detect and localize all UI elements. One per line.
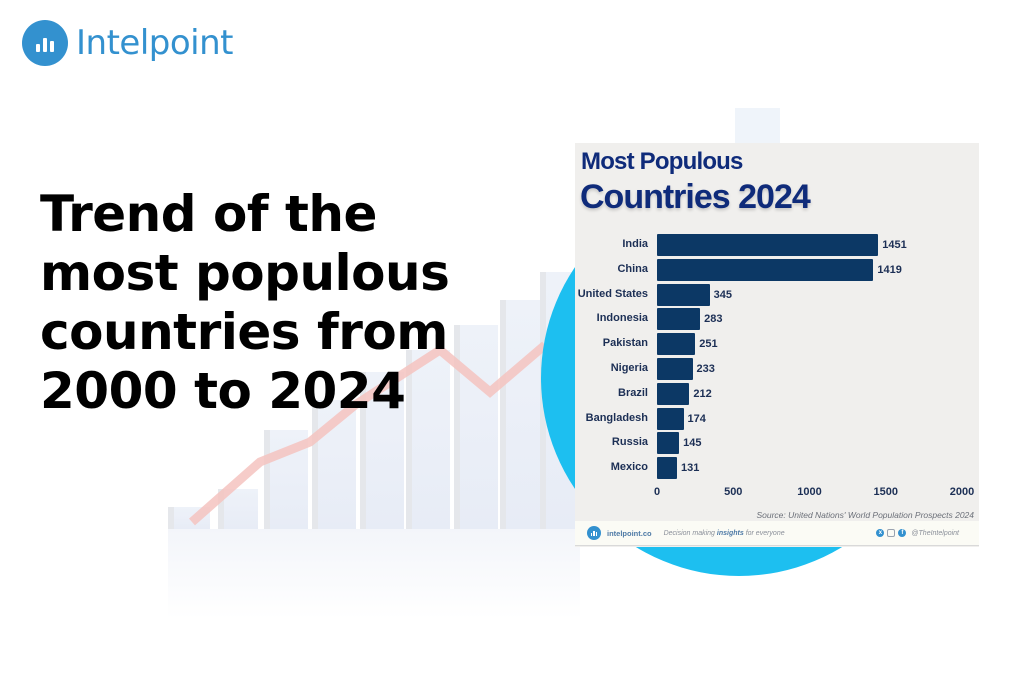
bar-row: United States 345	[575, 283, 979, 306]
footer-site-link[interactable]: intelpoint.co	[607, 528, 652, 538]
bar-category-label: India	[622, 238, 648, 250]
bar	[657, 258, 874, 281]
bar-value-label: 251	[699, 338, 718, 351]
bar	[657, 308, 701, 331]
bar-value-label: 283	[704, 313, 723, 326]
title-line: most populous	[40, 244, 450, 302]
intelpoint-small-logo-icon	[587, 526, 601, 540]
bar-row: Indonesia 283	[575, 308, 979, 331]
bar-row: Russia 145	[575, 432, 979, 455]
bar-category-label: Pakistan	[602, 337, 648, 350]
bar-value-label: 212	[693, 387, 712, 400]
bar-value-label: 345	[713, 288, 732, 301]
bar-row: Nigeria 233	[575, 358, 979, 380]
footer-tagline: Decision making insights for everyone	[664, 530, 785, 537]
bar-category-label: Mexico	[610, 461, 648, 474]
chart-title-line2: Countries 2024	[580, 178, 811, 216]
bar	[657, 457, 677, 480]
bar	[657, 234, 879, 256]
tagline-post: for everyone	[743, 529, 785, 537]
bar	[657, 407, 684, 430]
x-tick-label: 2000	[949, 486, 975, 498]
bar-row: Bangladesh 174	[575, 407, 979, 430]
bar-row: India 1451	[575, 234, 979, 256]
bar-row: China 1419	[575, 258, 979, 281]
bar-value-label: 174	[687, 412, 706, 425]
bar-value-label: 145	[683, 437, 702, 450]
social-handle[interactable]: @TheIntelpoint	[911, 529, 959, 537]
x-tick-label: 0	[653, 486, 661, 498]
bar	[657, 333, 696, 356]
x-icon[interactable]: x	[876, 529, 885, 537]
bar-category-label: Nigeria	[610, 362, 648, 374]
bar-category-label: Brazil	[618, 386, 648, 399]
x-tick-label: 1000	[797, 486, 822, 498]
title-line: countries from	[40, 303, 448, 361]
bar-category-label: China	[617, 262, 648, 275]
x-tick-label: 500	[724, 486, 743, 498]
intelpoint-logo[interactable]: Intelpoint	[22, 20, 233, 66]
bar-row: Brazil 212	[575, 382, 979, 405]
bar-category-label: United States	[577, 287, 648, 300]
social-links: x f @TheIntelpoint	[876, 529, 959, 537]
bar-chart-logo-icon	[22, 20, 68, 66]
bar	[657, 432, 680, 455]
page-title: Trend of the most populous countries fro…	[40, 185, 510, 421]
title-line: 2000 to 2024	[40, 362, 406, 420]
tagline-pre: Decision making	[663, 529, 717, 537]
chart-title-line1: Most Populous	[581, 148, 743, 175]
bar-category-label: Russia	[611, 436, 648, 449]
title-line: Trend of the	[40, 185, 377, 243]
bar-value-label: 1419	[877, 263, 902, 276]
bar	[657, 358, 693, 380]
bar-row: Mexico 131	[575, 457, 979, 480]
chart-card: Most Populous Countries 2024 India 1451 Ch…	[575, 143, 979, 547]
bar-value-label: 233	[696, 363, 715, 375]
bar-value-label: 1451	[882, 239, 907, 251]
bar-category-label: Indonesia	[596, 312, 648, 325]
bar	[657, 382, 690, 405]
facebook-icon[interactable]: f	[898, 529, 907, 537]
card-footer: intelpoint.co Decision making insights f…	[575, 521, 979, 546]
chart-source: Source: United Nations' World Population…	[756, 510, 974, 520]
tagline-bold: insights	[716, 529, 744, 537]
bar-row: Pakistan 251	[575, 333, 979, 356]
x-tick-label: 1500	[873, 486, 898, 498]
brand-name: Intelpoint	[76, 23, 233, 63]
bar	[657, 283, 710, 306]
instagram-icon[interactable]	[887, 529, 896, 537]
bar-value-label: 131	[680, 462, 700, 475]
bar-category-label: Bangladesh	[585, 411, 648, 424]
